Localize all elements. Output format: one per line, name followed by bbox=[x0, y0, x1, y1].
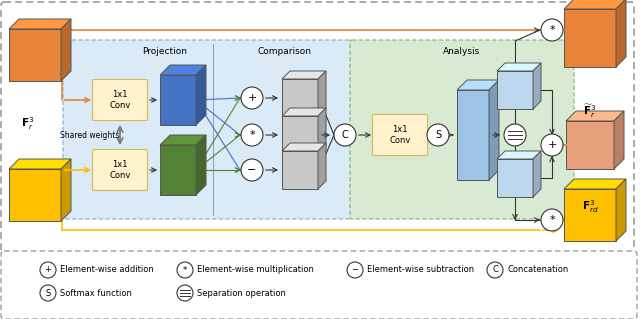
Text: Concatenation: Concatenation bbox=[507, 265, 568, 275]
Polygon shape bbox=[282, 151, 318, 189]
Polygon shape bbox=[61, 159, 71, 221]
Polygon shape bbox=[196, 135, 206, 195]
Text: $\widetilde{\mathbf{F}}^3_r$: $\widetilde{\mathbf{F}}^3_r$ bbox=[584, 102, 596, 120]
Text: Element-wise addition: Element-wise addition bbox=[60, 265, 154, 275]
Text: C: C bbox=[492, 265, 498, 275]
Polygon shape bbox=[533, 63, 541, 109]
Polygon shape bbox=[564, 189, 616, 241]
Polygon shape bbox=[566, 121, 614, 169]
Polygon shape bbox=[282, 71, 326, 79]
Polygon shape bbox=[160, 65, 206, 75]
Polygon shape bbox=[457, 80, 499, 90]
Text: Softmax function: Softmax function bbox=[60, 288, 132, 298]
Text: −: − bbox=[351, 265, 358, 275]
Polygon shape bbox=[160, 145, 196, 195]
FancyBboxPatch shape bbox=[1, 2, 634, 252]
Polygon shape bbox=[497, 151, 541, 159]
Circle shape bbox=[427, 124, 449, 146]
FancyBboxPatch shape bbox=[93, 150, 147, 190]
Polygon shape bbox=[282, 116, 318, 154]
Polygon shape bbox=[564, 179, 626, 189]
FancyBboxPatch shape bbox=[372, 115, 428, 155]
Text: −: − bbox=[247, 165, 257, 175]
Circle shape bbox=[241, 159, 263, 181]
Text: Projection: Projection bbox=[143, 48, 188, 56]
Text: 1x1
Conv: 1x1 Conv bbox=[109, 160, 131, 180]
Polygon shape bbox=[616, 0, 626, 67]
Polygon shape bbox=[457, 90, 489, 180]
Circle shape bbox=[40, 262, 56, 278]
Polygon shape bbox=[318, 108, 326, 154]
Text: +: + bbox=[45, 265, 51, 275]
Circle shape bbox=[40, 285, 56, 301]
Circle shape bbox=[541, 19, 563, 41]
Polygon shape bbox=[497, 71, 533, 109]
Text: $\mathbf{F}^3_r$: $\mathbf{F}^3_r$ bbox=[21, 115, 35, 132]
Polygon shape bbox=[318, 71, 326, 117]
Polygon shape bbox=[61, 19, 71, 81]
Text: *: * bbox=[249, 130, 255, 140]
Polygon shape bbox=[9, 19, 71, 29]
Polygon shape bbox=[564, 0, 626, 9]
FancyBboxPatch shape bbox=[1, 251, 637, 319]
Circle shape bbox=[241, 87, 263, 109]
Polygon shape bbox=[282, 79, 318, 117]
Circle shape bbox=[541, 209, 563, 231]
Text: Element-wise subtraction: Element-wise subtraction bbox=[367, 265, 474, 275]
Polygon shape bbox=[282, 108, 326, 116]
Text: $\mathbf{F}^3_d$: $\mathbf{F}^3_d$ bbox=[21, 255, 35, 272]
Text: C: C bbox=[342, 130, 348, 140]
Text: *: * bbox=[549, 215, 555, 225]
FancyBboxPatch shape bbox=[350, 40, 574, 219]
Circle shape bbox=[487, 262, 503, 278]
Text: *: * bbox=[549, 25, 555, 35]
Circle shape bbox=[504, 124, 526, 146]
Text: 1x1
Conv: 1x1 Conv bbox=[109, 90, 131, 110]
Text: +: + bbox=[547, 140, 557, 150]
Polygon shape bbox=[566, 111, 624, 121]
Polygon shape bbox=[614, 111, 624, 169]
Polygon shape bbox=[160, 75, 196, 125]
Polygon shape bbox=[497, 159, 533, 197]
Circle shape bbox=[347, 262, 363, 278]
Polygon shape bbox=[282, 143, 326, 151]
Circle shape bbox=[334, 124, 356, 146]
Circle shape bbox=[541, 134, 563, 156]
Text: Shared weights: Shared weights bbox=[60, 130, 120, 139]
Polygon shape bbox=[533, 151, 541, 197]
Text: S: S bbox=[435, 130, 441, 140]
Text: $\widetilde{\mathbf{F}}^3_d$: $\widetilde{\mathbf{F}}^3_d$ bbox=[583, 272, 597, 290]
Text: Analysis: Analysis bbox=[444, 48, 481, 56]
Text: S: S bbox=[45, 288, 51, 298]
Text: $\mathbf{F}^3_{rd}$: $\mathbf{F}^3_{rd}$ bbox=[582, 198, 598, 215]
Circle shape bbox=[177, 285, 193, 301]
Circle shape bbox=[241, 124, 263, 146]
Polygon shape bbox=[9, 159, 71, 169]
Polygon shape bbox=[318, 143, 326, 189]
Text: *: * bbox=[183, 265, 187, 275]
Polygon shape bbox=[497, 63, 541, 71]
Polygon shape bbox=[564, 9, 616, 67]
FancyBboxPatch shape bbox=[63, 40, 352, 219]
Polygon shape bbox=[489, 80, 499, 180]
Text: +: + bbox=[247, 93, 257, 103]
Polygon shape bbox=[616, 179, 626, 241]
FancyBboxPatch shape bbox=[93, 79, 147, 121]
Polygon shape bbox=[9, 29, 61, 81]
Polygon shape bbox=[196, 65, 206, 125]
Polygon shape bbox=[9, 169, 61, 221]
Text: Comparison: Comparison bbox=[258, 48, 312, 56]
Text: Element-wise multiplication: Element-wise multiplication bbox=[197, 265, 314, 275]
Text: Separation operation: Separation operation bbox=[197, 288, 286, 298]
Polygon shape bbox=[160, 135, 206, 145]
Circle shape bbox=[177, 262, 193, 278]
Text: 1x1
Conv: 1x1 Conv bbox=[389, 125, 411, 145]
